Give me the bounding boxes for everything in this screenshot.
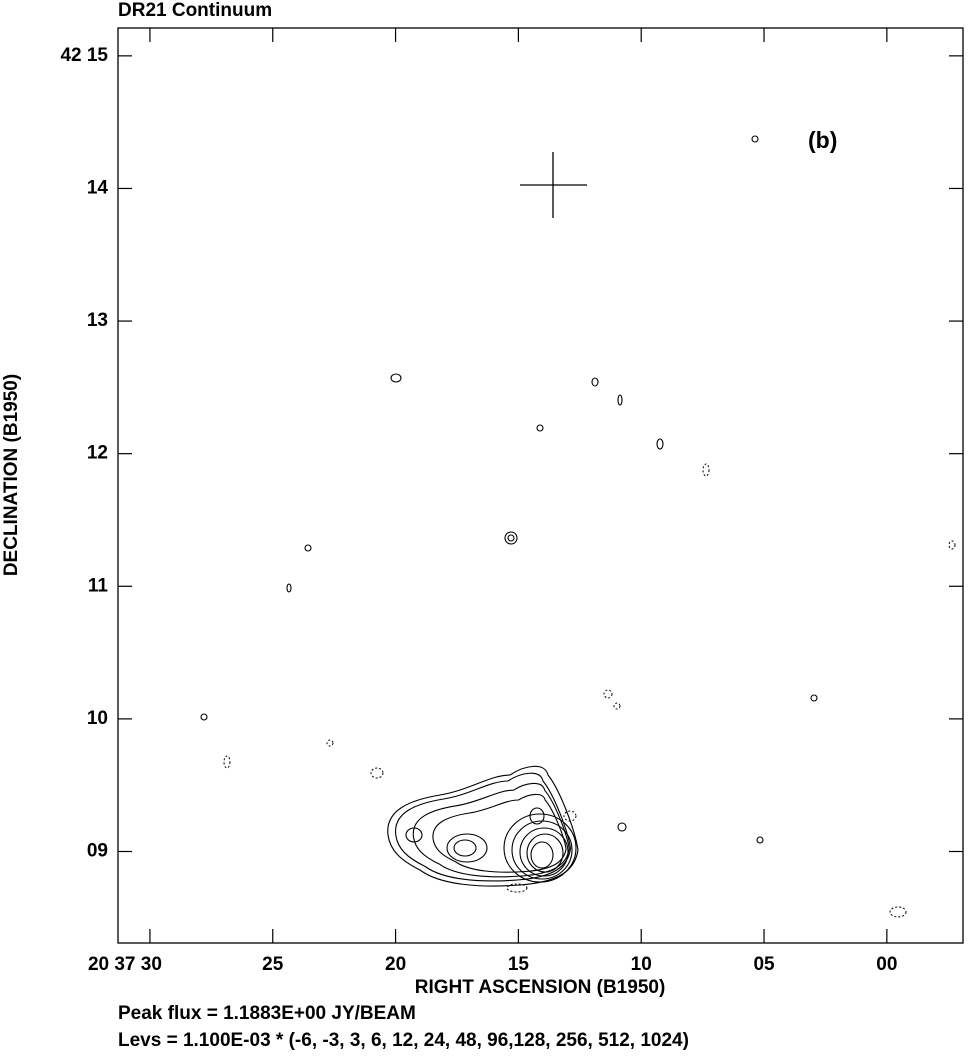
y-tick-label: 42 15: [60, 45, 108, 66]
contours: [200, 135, 956, 918]
plot-frame: [117, 27, 964, 944]
footer-note: Levs = 1.100E-03 * (-6, -3, 3, 6, 12, 24…: [118, 1030, 689, 1051]
x-tick-label: 00: [876, 954, 897, 975]
footer-note: Peak flux = 1.1883E+00 JY/BEAM: [118, 1003, 416, 1024]
chart-title: DR21 Continuum: [118, 0, 272, 21]
x-tick-label: 25: [262, 954, 284, 975]
x-tick-label: 10: [631, 954, 652, 975]
position-cross: [520, 152, 587, 218]
y-tick-label: 11: [88, 575, 109, 596]
y-axis-label: DECLINATION (B1950): [1, 374, 22, 576]
x-tick-label: 20 37 30: [88, 954, 162, 975]
x-tick-label: 20: [385, 954, 406, 975]
x-axis-label: RIGHT ASCENSION (B1950): [415, 977, 666, 998]
y-tick-label: 13: [87, 310, 108, 331]
x-tick-label: 15: [508, 954, 530, 975]
x-tick-label: 05: [753, 954, 775, 975]
y-tick-label: 12: [87, 443, 108, 464]
y-tick-label: 14: [87, 177, 109, 198]
annotation: (b): [808, 127, 837, 153]
y-tick-label: 09: [87, 841, 108, 862]
y-tick-label: 10: [87, 708, 108, 729]
